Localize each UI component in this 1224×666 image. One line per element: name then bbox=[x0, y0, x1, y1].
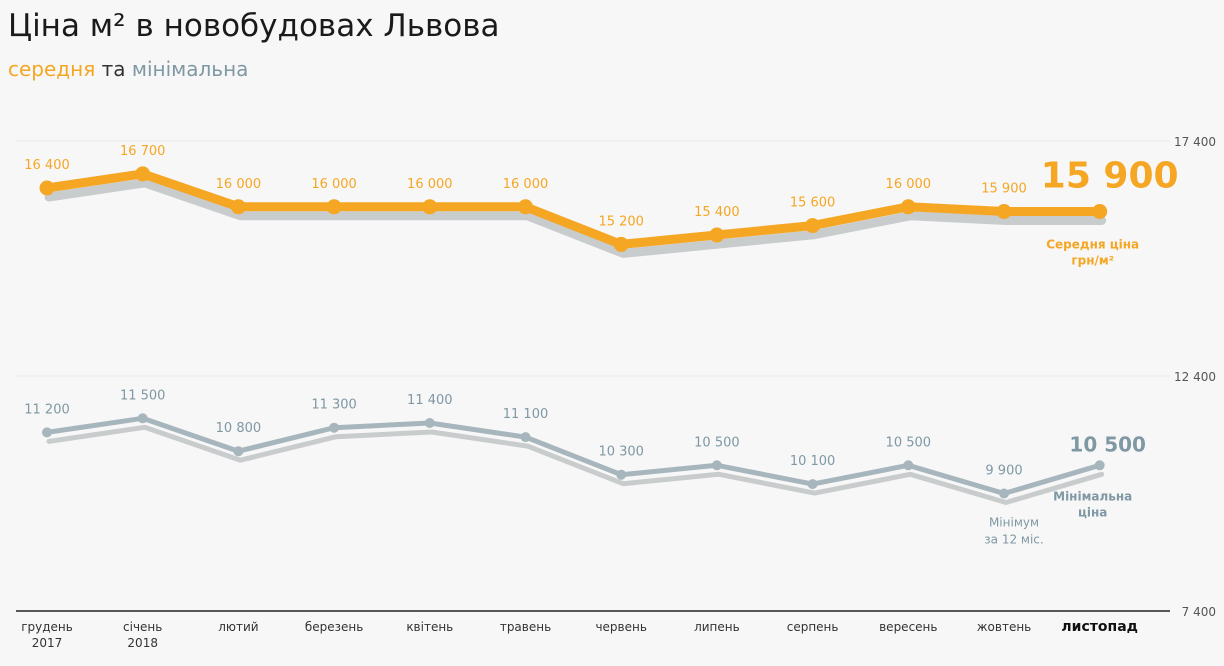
subtitle-minimum: мінімальна bbox=[131, 57, 249, 81]
series-name-label: грн/м² bbox=[1071, 254, 1114, 268]
chart-title: Ціна м² в новобудовах Львова bbox=[8, 8, 500, 44]
data-point bbox=[326, 199, 342, 215]
series-name-label: Середня ціна bbox=[1046, 238, 1139, 252]
minimum-annotation: Мінімум bbox=[989, 516, 1039, 530]
x-tick-label: березень bbox=[305, 620, 363, 634]
data-point bbox=[613, 236, 629, 252]
data-label: 10 300 bbox=[598, 445, 644, 460]
data-point bbox=[39, 180, 55, 196]
series-shadow bbox=[44, 178, 1107, 258]
series-name-label: ціна bbox=[1078, 505, 1107, 519]
subtitle-average: середня bbox=[8, 57, 96, 81]
data-label: 16 000 bbox=[503, 177, 549, 192]
data-point bbox=[807, 479, 818, 490]
y-tick-label: 17 400 bbox=[1174, 135, 1216, 149]
data-point bbox=[1092, 204, 1108, 219]
data-point bbox=[805, 218, 821, 234]
series-name-label: Мінімальна bbox=[1053, 489, 1132, 503]
data-label: 9 900 bbox=[985, 464, 1022, 479]
series-line bbox=[44, 415, 1103, 496]
x-tick-label: 2017 bbox=[32, 636, 63, 650]
x-tick-label: 2018 bbox=[127, 636, 158, 650]
data-label: 11 400 bbox=[407, 393, 453, 408]
data-point bbox=[135, 166, 151, 182]
data-point bbox=[230, 199, 246, 215]
data-point bbox=[709, 227, 725, 243]
minimum-annotation: за 12 міс. bbox=[984, 533, 1043, 547]
data-point bbox=[424, 418, 435, 428]
data-point bbox=[520, 432, 531, 443]
y-tick-label: 12 400 bbox=[1174, 370, 1216, 384]
data-label: 11 200 bbox=[24, 402, 70, 417]
data-point bbox=[616, 469, 627, 480]
data-label: 15 200 bbox=[598, 214, 644, 229]
data-label: 11 300 bbox=[311, 398, 357, 413]
x-tick-label: квітень bbox=[406, 620, 453, 634]
series-minimum: 11 200 11 500 10 800 11 300 11 400 11 100 10 3… bbox=[24, 388, 1146, 519]
data-point bbox=[996, 204, 1012, 219]
data-label: 16 000 bbox=[311, 177, 357, 192]
data-label: 10 800 bbox=[216, 421, 262, 436]
data-point bbox=[711, 460, 722, 471]
data-label: 15 600 bbox=[790, 196, 836, 211]
data-label: 16 000 bbox=[407, 177, 453, 192]
data-point bbox=[329, 422, 340, 433]
x-tick-label-current: листопад bbox=[1061, 619, 1138, 635]
x-tick-label: грудень bbox=[21, 620, 73, 634]
x-tick-label: липень bbox=[694, 620, 740, 634]
data-point bbox=[137, 413, 148, 424]
data-point bbox=[422, 199, 438, 215]
data-label: 10 100 bbox=[790, 454, 836, 469]
data-label-current: 15 900 bbox=[1041, 156, 1179, 197]
data-point bbox=[42, 427, 52, 438]
data-point bbox=[518, 199, 533, 215]
x-tick-label: травень bbox=[500, 620, 551, 634]
x-tick-label: лютий bbox=[218, 620, 258, 634]
y-tick-label: 7 400 bbox=[1182, 605, 1216, 619]
data-point bbox=[903, 460, 914, 471]
data-label: 10 500 bbox=[694, 435, 740, 450]
data-point bbox=[233, 446, 244, 457]
x-tick-label: червень bbox=[595, 620, 646, 634]
series-shadow bbox=[46, 424, 1105, 505]
data-label: 16 700 bbox=[120, 144, 166, 159]
data-point bbox=[999, 488, 1009, 499]
data-point bbox=[900, 199, 916, 215]
data-label: 11 500 bbox=[120, 388, 166, 403]
subtitle-connector: та bbox=[95, 57, 132, 81]
data-label: 15 900 bbox=[981, 182, 1027, 197]
data-label: 16 400 bbox=[24, 158, 70, 173]
data-label: 15 400 bbox=[694, 205, 740, 220]
data-label: 11 100 bbox=[503, 407, 549, 422]
data-label: 16 000 bbox=[216, 177, 262, 192]
series-average: 16 400 16 700 16 000 16 000 16 000 16 000 15 2… bbox=[24, 144, 1178, 268]
x-tick-label: жовтень bbox=[977, 620, 1032, 634]
data-label: 16 000 bbox=[886, 177, 932, 192]
data-label: 10 500 bbox=[886, 435, 932, 450]
x-tick-label: вересень bbox=[879, 620, 937, 634]
x-tick-label: січень bbox=[123, 620, 162, 634]
x-tick-label: серпень bbox=[787, 620, 839, 634]
chart-subtitle: середня та мінімальна bbox=[8, 57, 248, 81]
data-point bbox=[1094, 460, 1105, 471]
data-label-current: 10 500 bbox=[1069, 432, 1146, 456]
series-line bbox=[42, 169, 1105, 249]
